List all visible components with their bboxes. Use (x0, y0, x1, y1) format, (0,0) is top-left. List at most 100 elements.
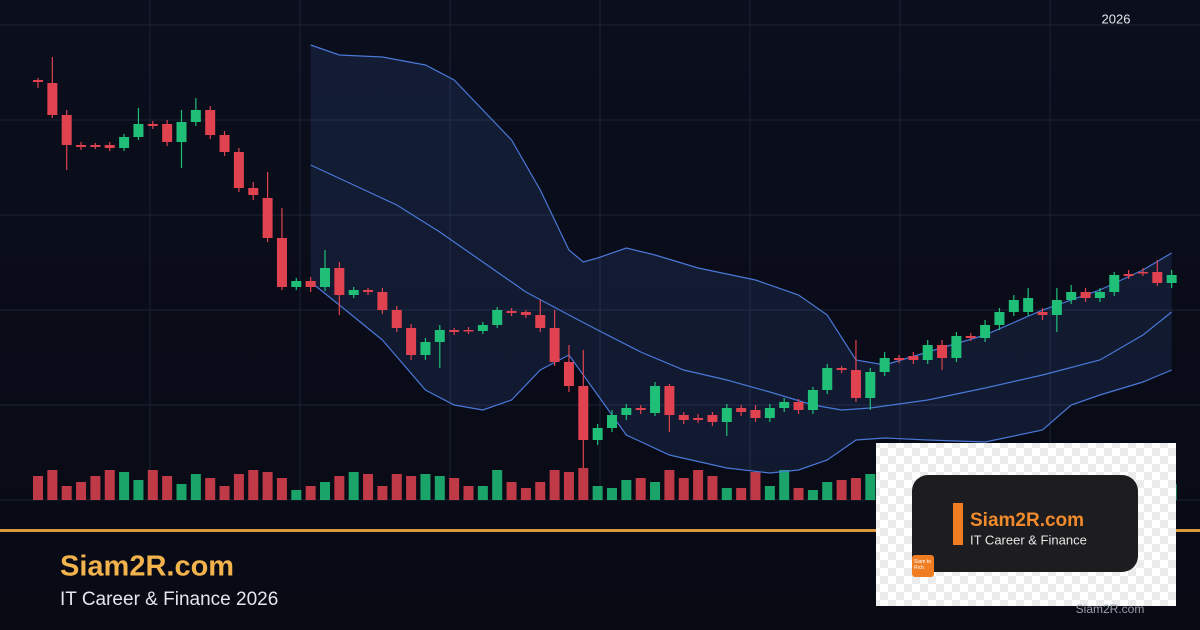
band-line (310, 281, 1172, 474)
volume-bar (305, 486, 316, 500)
candle-body (420, 342, 431, 355)
candle-body (635, 408, 646, 410)
volume-bar (463, 486, 474, 500)
candle-body (650, 386, 661, 413)
candle-body (549, 328, 560, 362)
candle-body (592, 428, 603, 440)
candle-body (320, 268, 330, 287)
volume-bar (119, 472, 130, 500)
candle-body (1109, 275, 1120, 292)
candle-body (1166, 275, 1177, 283)
volume-bar (133, 480, 144, 500)
candle-body (836, 368, 847, 370)
candle-body (233, 152, 244, 188)
candle-body (33, 80, 43, 82)
candle-body (894, 358, 904, 360)
candle-body (535, 315, 546, 328)
volume-bar (33, 476, 43, 500)
divider (0, 529, 1200, 532)
volume-bar (850, 478, 861, 500)
volume-bar (291, 490, 302, 500)
volume-bar (276, 478, 287, 500)
volume-bar (47, 470, 58, 500)
candle-body (807, 390, 818, 410)
volume-bar (477, 486, 488, 500)
volume-bar (363, 474, 374, 500)
badge-box: Siam to Rich (914, 559, 931, 571)
candle-body (477, 325, 488, 331)
candle-body (1094, 292, 1105, 298)
volume-bar (406, 476, 417, 500)
volume-bar (549, 470, 560, 500)
candle-body (147, 124, 158, 126)
logo-card: Siam2R.com IT Career & Finance Siam to R… (876, 443, 1176, 616)
candle-body (291, 281, 302, 287)
candle-body (176, 122, 187, 142)
candle-body (563, 362, 574, 386)
candle-body (377, 292, 388, 310)
candle-body (119, 137, 130, 148)
volume-bar (104, 470, 115, 500)
volume-bar (205, 478, 216, 500)
brand-title: Siam2R.com (60, 551, 234, 583)
candle-body (520, 312, 531, 315)
candle-body (980, 325, 991, 338)
volume-bar (377, 486, 388, 500)
volume-bar (348, 472, 359, 500)
candle-body (693, 418, 704, 420)
volume-bar (492, 470, 503, 500)
candle-body (61, 115, 72, 145)
candle-body (305, 281, 316, 287)
volume-bar (434, 476, 445, 500)
volume-bar (506, 482, 517, 500)
candle-body (434, 330, 445, 342)
volume-bar (391, 474, 402, 500)
volume-bar (420, 474, 431, 500)
volume-bar (635, 478, 646, 500)
card-panel (912, 475, 1138, 572)
candle-body (90, 145, 101, 147)
candle-body (406, 328, 417, 355)
volume-bar (621, 480, 632, 500)
candle-body (363, 290, 374, 292)
volume-bar (836, 480, 847, 500)
volume-bar (578, 468, 589, 500)
volume-bar (535, 482, 546, 500)
candle-body (1008, 300, 1019, 312)
candle-body (937, 345, 948, 358)
candle-body (678, 415, 689, 420)
band-line (310, 164, 1173, 411)
candle-body (133, 124, 144, 137)
volume-bar (807, 490, 818, 500)
candle-body (822, 368, 833, 390)
volume-bar (176, 484, 187, 500)
volume-bar (678, 478, 689, 500)
candle-body (850, 370, 861, 398)
candle-body (1123, 274, 1134, 276)
candle-body (764, 408, 775, 418)
candle-body (47, 83, 58, 115)
volume-bar (793, 488, 804, 500)
candle-body (664, 386, 675, 415)
candle-body (707, 415, 718, 422)
candle-body (248, 188, 259, 195)
candle-body (506, 311, 517, 313)
volume-bar (248, 470, 259, 500)
candle-body (276, 238, 287, 287)
volume-bar (592, 486, 603, 500)
volume-bar (162, 476, 173, 500)
card-title: Siam2R.com (970, 510, 1084, 531)
volume-bar (822, 482, 833, 500)
card-subtitle: IT Career & Finance (970, 532, 1087, 547)
candle-body (104, 145, 115, 148)
candle-body (492, 310, 503, 325)
year-label: 2026 (1102, 11, 1131, 26)
candle-body (607, 415, 617, 428)
candle-body (76, 145, 87, 147)
candle-body (865, 372, 876, 398)
candle-body (463, 330, 474, 332)
candle-body (578, 386, 589, 440)
volume-bar (320, 482, 330, 500)
